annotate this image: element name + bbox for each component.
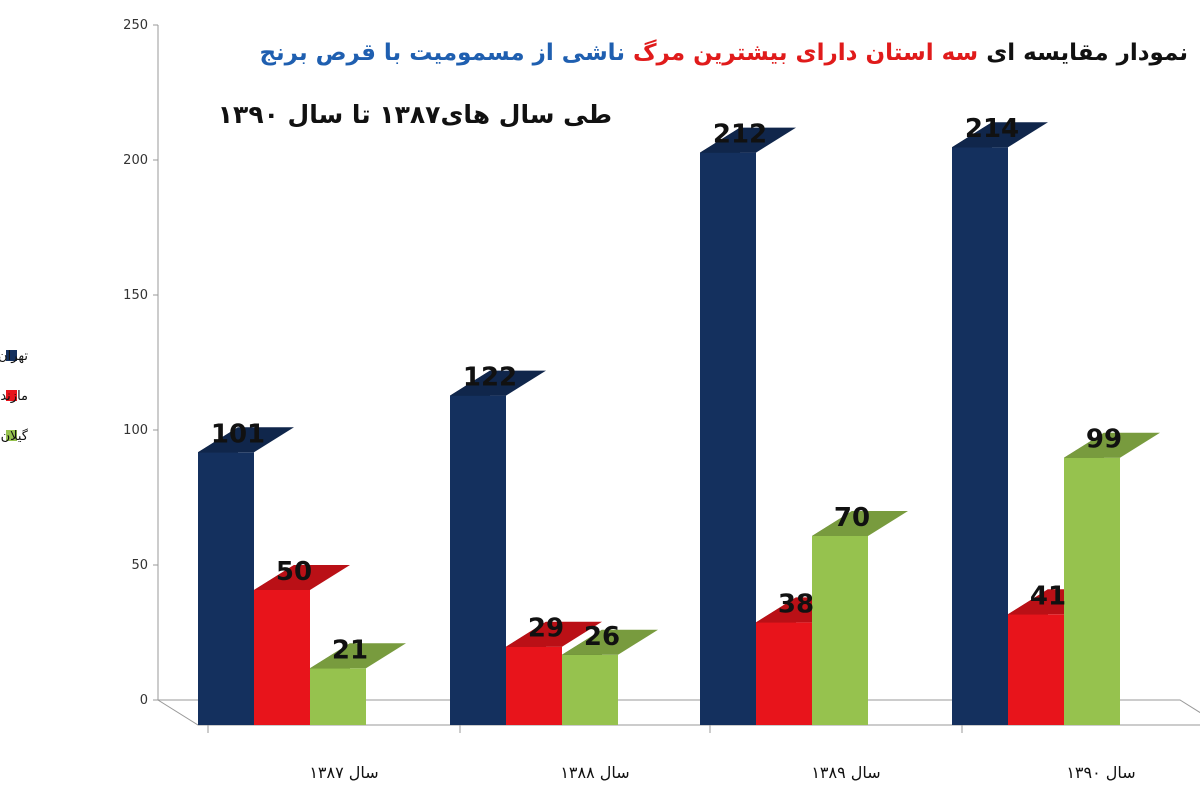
bars-layer bbox=[198, 122, 1160, 726]
legend-label: تهران bbox=[0, 349, 28, 364]
y-tick-label: 50 bbox=[131, 558, 148, 573]
x-category-label: سال ۱۳۸۷ bbox=[309, 763, 378, 782]
data-label: 50 bbox=[276, 557, 312, 587]
data-label: 99 bbox=[1086, 425, 1122, 455]
chart-title: نمودار مقایسه ای سه استان دارای بیشترین … bbox=[259, 39, 1188, 66]
y-tick-label: 200 bbox=[123, 153, 148, 168]
bar bbox=[700, 152, 756, 726]
legend-swatch bbox=[6, 390, 17, 401]
bar bbox=[812, 536, 868, 725]
x-category-label: سال ۱۳۸۸ bbox=[560, 763, 629, 782]
x-category-label: سال ۱۳۹۰ bbox=[1066, 763, 1135, 782]
bar-top bbox=[952, 122, 1048, 148]
data-label: 214 bbox=[965, 114, 1019, 144]
legend-swatch bbox=[6, 350, 17, 361]
bar bbox=[756, 622, 812, 725]
data-label: 212 bbox=[713, 120, 767, 150]
chart-title-part3: ناشی از مسمومیت با قرص برنج bbox=[259, 40, 625, 66]
bar-top bbox=[1064, 432, 1160, 458]
bar-top bbox=[562, 629, 658, 655]
x-category-label: سال ۱۳۸۹ bbox=[811, 763, 880, 782]
legend-label: مازندران bbox=[0, 389, 28, 404]
chart-subtitle: طی سال های۱۳۸۷ تا سال ۱۳۹۰ bbox=[218, 100, 612, 129]
bar bbox=[506, 646, 562, 725]
legend: تهران مازندران گیلان bbox=[0, 349, 29, 444]
chart-title-part1: نمودار مقایسه ای bbox=[978, 40, 1188, 66]
data-label: 70 bbox=[834, 503, 870, 533]
bar bbox=[450, 395, 506, 725]
bar-top bbox=[506, 621, 602, 647]
chart-title-part2: سه استان دارای بیشترین مرگ bbox=[625, 39, 978, 66]
bar bbox=[1008, 614, 1064, 725]
data-label: 41 bbox=[1030, 581, 1066, 611]
y-tick-label: 150 bbox=[123, 288, 148, 303]
bar-top bbox=[254, 565, 350, 590]
bar-top bbox=[812, 511, 908, 536]
bar bbox=[1064, 457, 1120, 725]
bar bbox=[952, 147, 1008, 725]
y-tick-label: 250 bbox=[123, 18, 148, 33]
legend-label: گیلان bbox=[1, 428, 29, 444]
bar bbox=[562, 654, 618, 725]
data-label: 38 bbox=[778, 589, 814, 619]
bar-top bbox=[310, 643, 406, 669]
data-label: 21 bbox=[332, 635, 368, 665]
data-label: 122 bbox=[463, 363, 517, 393]
data-label: 29 bbox=[528, 614, 564, 644]
data-label: 101 bbox=[211, 419, 265, 449]
bar-top bbox=[198, 427, 294, 453]
y-tick-label: 100 bbox=[123, 423, 148, 438]
bar bbox=[310, 668, 366, 725]
bar-top bbox=[450, 370, 546, 396]
legend-swatch bbox=[6, 430, 17, 441]
bar-top bbox=[700, 127, 796, 153]
bar bbox=[254, 590, 310, 725]
bar bbox=[198, 452, 254, 725]
labels-layer: 101 50 21 122 29 26 212 38 70 214 41 99 bbox=[211, 114, 1122, 665]
y-tick-label: 0 bbox=[140, 693, 148, 708]
data-label: 26 bbox=[584, 622, 620, 652]
